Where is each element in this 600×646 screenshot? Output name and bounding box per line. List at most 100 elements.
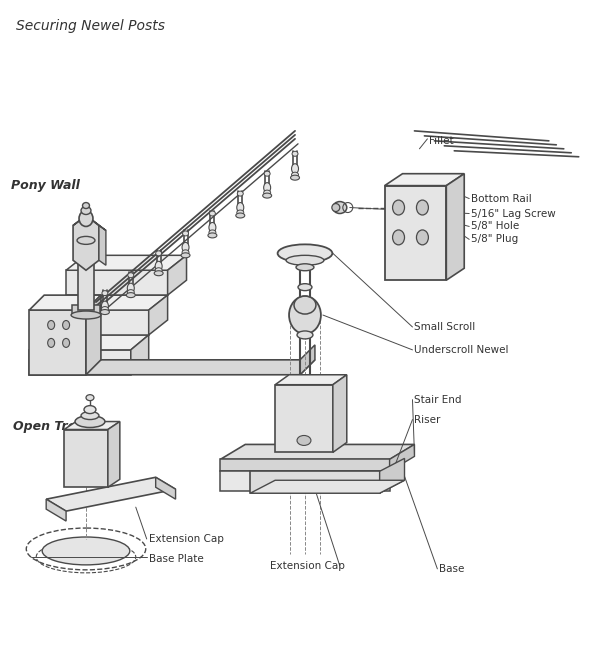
Text: Extension Cap: Extension Cap [270,561,345,571]
Polygon shape [73,216,99,270]
Text: 5/8" Hole: 5/8" Hole [471,222,520,231]
Ellipse shape [182,250,189,255]
Text: Fillet: Fillet [430,136,454,146]
Text: Pony Wall: Pony Wall [11,179,80,192]
Ellipse shape [236,213,245,218]
Polygon shape [66,270,167,295]
Polygon shape [47,295,167,310]
Ellipse shape [416,230,428,245]
Ellipse shape [100,309,109,315]
Ellipse shape [182,242,189,253]
Text: Extension Cap: Extension Cap [149,534,224,544]
Ellipse shape [127,289,134,295]
Polygon shape [72,305,100,315]
Ellipse shape [263,190,271,195]
Polygon shape [73,216,106,231]
Polygon shape [29,360,315,375]
Text: Bottom Rail: Bottom Rail [471,194,532,203]
Ellipse shape [297,435,311,446]
Polygon shape [86,295,101,375]
Polygon shape [446,174,464,280]
Text: 5/8" Plug: 5/8" Plug [471,234,518,244]
Polygon shape [220,472,389,491]
Ellipse shape [127,293,135,298]
Ellipse shape [237,203,244,213]
Ellipse shape [127,283,134,293]
Polygon shape [149,295,167,335]
Ellipse shape [286,255,324,266]
Ellipse shape [209,222,216,233]
Polygon shape [29,335,149,350]
Polygon shape [250,480,404,493]
Ellipse shape [181,253,190,258]
Ellipse shape [290,175,299,180]
Polygon shape [220,444,415,459]
Ellipse shape [264,171,270,176]
Ellipse shape [292,163,299,174]
Polygon shape [333,375,347,452]
Ellipse shape [263,193,272,198]
Ellipse shape [392,230,404,245]
Polygon shape [220,459,389,472]
Text: 5/16" Lag Screw: 5/16" Lag Screw [471,209,556,218]
Polygon shape [389,444,415,472]
Polygon shape [380,459,404,493]
Ellipse shape [208,233,217,238]
Ellipse shape [237,191,243,196]
Polygon shape [99,225,106,266]
Ellipse shape [289,296,321,334]
Text: Open Tread: Open Tread [13,419,94,433]
Polygon shape [385,174,464,185]
Ellipse shape [237,210,244,215]
Ellipse shape [416,200,428,215]
Ellipse shape [101,301,109,311]
Ellipse shape [86,395,94,401]
Polygon shape [155,477,176,499]
Text: Stair End: Stair End [415,395,462,404]
Ellipse shape [209,230,216,235]
Ellipse shape [332,203,340,211]
Polygon shape [29,350,131,375]
Ellipse shape [42,537,130,565]
Ellipse shape [292,151,298,156]
Text: Riser: Riser [415,415,441,424]
Ellipse shape [77,236,95,244]
Polygon shape [64,422,120,430]
Polygon shape [275,375,347,385]
Ellipse shape [155,267,162,273]
Ellipse shape [296,264,314,271]
Polygon shape [29,295,101,310]
Ellipse shape [333,202,347,214]
Ellipse shape [62,320,70,329]
Ellipse shape [71,311,101,319]
Text: Securing Newel Posts: Securing Newel Posts [16,19,166,34]
Ellipse shape [182,231,188,236]
Polygon shape [385,185,446,280]
Polygon shape [300,345,315,375]
Ellipse shape [62,339,70,348]
Polygon shape [250,472,380,493]
Ellipse shape [128,273,134,278]
Polygon shape [46,477,176,511]
Polygon shape [275,385,333,452]
Polygon shape [29,310,86,375]
Polygon shape [64,430,108,487]
Ellipse shape [154,271,163,276]
Ellipse shape [297,331,313,339]
Ellipse shape [102,291,108,296]
Ellipse shape [84,406,96,413]
Ellipse shape [81,412,99,419]
Polygon shape [108,422,120,487]
Ellipse shape [83,203,89,209]
Polygon shape [78,240,94,310]
Ellipse shape [298,284,312,291]
Text: Underscroll Newel: Underscroll Newel [415,345,509,355]
Ellipse shape [209,211,215,216]
Ellipse shape [392,200,404,215]
Ellipse shape [278,244,332,262]
Ellipse shape [47,320,55,329]
Ellipse shape [75,415,105,428]
Ellipse shape [47,339,55,348]
Polygon shape [46,499,66,521]
Ellipse shape [292,172,299,177]
